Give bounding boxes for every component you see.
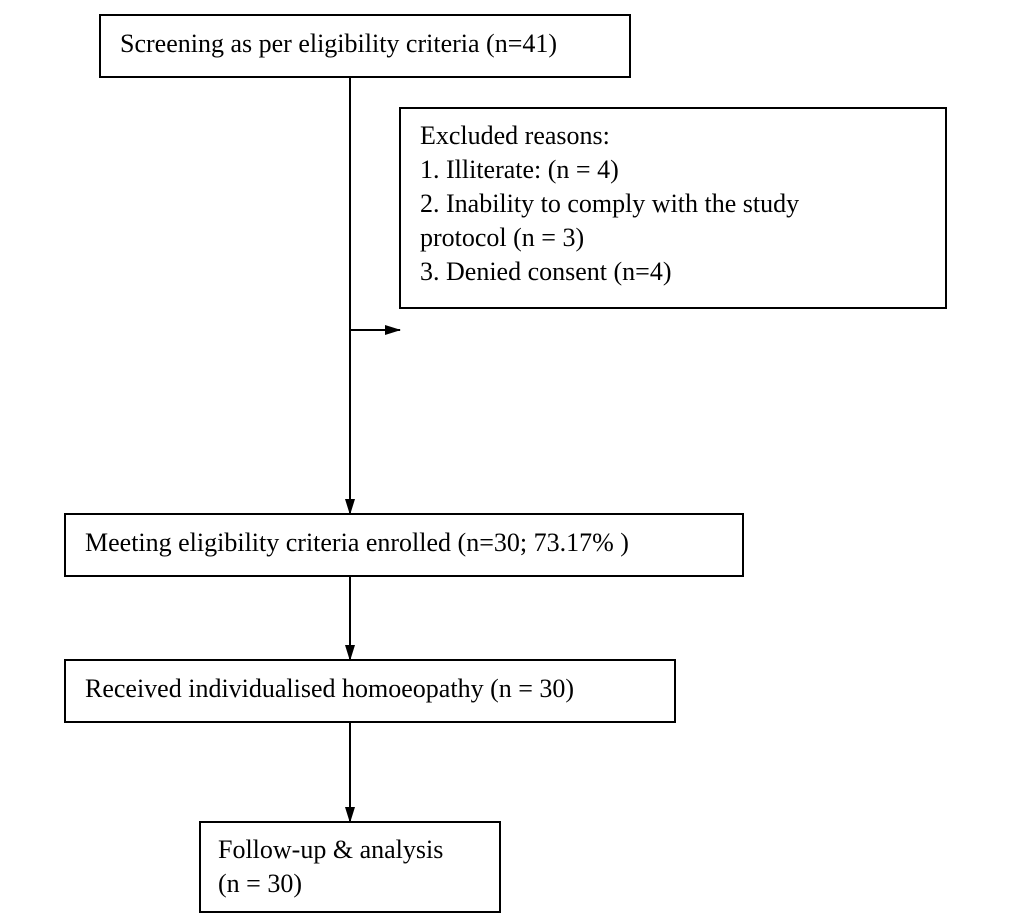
flow-node-text: Follow-up & analysis <box>218 835 443 864</box>
flow-node-text: (n = 30) <box>218 869 302 898</box>
flow-node-text: 2. Inability to comply with the study <box>420 189 799 218</box>
flow-node-excluded: Excluded reasons: 1. Illiterate: (n = 4) 2… <box>400 108 946 308</box>
flow-node-followup: Follow-up & analysis (n = 30) <box>200 822 500 912</box>
flow-node-text: Screening as per eligibility criteria (n… <box>120 29 557 58</box>
flow-node-text: Excluded reasons: <box>420 121 610 150</box>
flow-node-homoeopathy: Received individualised homoeopathy (n =… <box>65 660 675 722</box>
flow-node-text: Meeting eligibility criteria enrolled (n… <box>85 528 629 557</box>
flow-node-screening: Screening as per eligibility criteria (n… <box>100 15 630 77</box>
flow-node-text: protocol (n = 3) <box>420 223 584 252</box>
flow-node-text: 1. Illiterate: (n = 4) <box>420 155 619 184</box>
flow-node-enrolled: Meeting eligibility criteria enrolled (n… <box>65 514 743 576</box>
flow-node-text: Received individualised homoeopathy (n =… <box>85 674 574 703</box>
flow-node-text: 3. Denied consent (n=4) <box>420 257 671 286</box>
flowchart-canvas: Screening as per eligibility criteria (n… <box>0 0 1011 923</box>
